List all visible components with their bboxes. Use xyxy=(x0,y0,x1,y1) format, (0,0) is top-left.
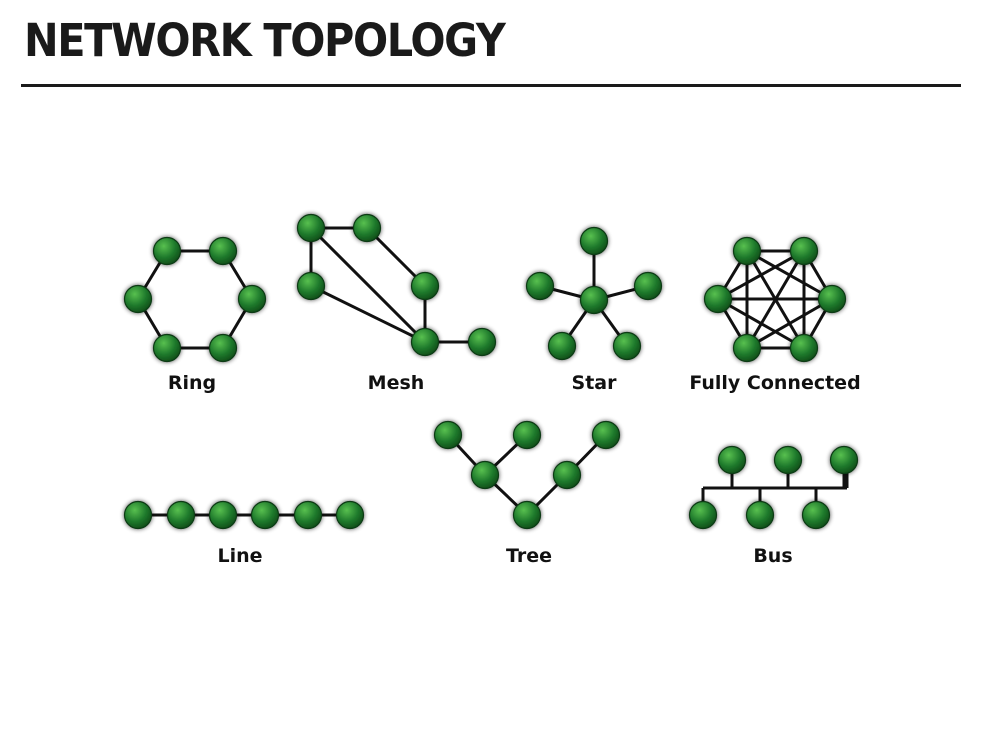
network-node-icon xyxy=(293,500,323,530)
topology-label-tree: Tree xyxy=(506,545,552,567)
topology-bus: Bus xyxy=(688,445,859,567)
topology-ring: Ring xyxy=(123,236,267,394)
network-node-icon xyxy=(591,420,621,450)
network-node-icon xyxy=(547,331,577,361)
network-node-icon xyxy=(410,271,440,301)
network-node-icon xyxy=(732,236,762,266)
network-node-icon xyxy=(745,500,775,530)
network-node-icon xyxy=(717,445,747,475)
topology-tree: Tree xyxy=(433,420,621,567)
network-node-icon xyxy=(732,333,762,363)
network-node-icon xyxy=(579,226,609,256)
topology-label-ring: Ring xyxy=(168,372,216,394)
network-node-icon xyxy=(470,460,500,490)
network-node-icon xyxy=(410,327,440,357)
fully-connected-nodes xyxy=(703,236,847,363)
topology-label-star: Star xyxy=(572,372,618,394)
mesh-link xyxy=(309,226,427,344)
fully-connected-link xyxy=(717,297,805,350)
network-node-icon xyxy=(152,333,182,363)
network-node-icon xyxy=(703,284,733,314)
topology-mesh: Mesh xyxy=(296,213,497,394)
network-node-icon xyxy=(250,500,280,530)
topology-fully-connected: Fully Connected xyxy=(689,236,861,394)
network-node-icon xyxy=(789,236,819,266)
bus-nodes xyxy=(688,445,859,530)
network-node-icon xyxy=(166,500,196,530)
network-node-icon xyxy=(208,333,238,363)
network-node-icon xyxy=(579,285,609,315)
mesh-nodes xyxy=(296,213,497,357)
network-node-icon xyxy=(433,420,463,450)
network-node-icon xyxy=(525,271,555,301)
network-node-icon xyxy=(633,271,663,301)
network-node-icon xyxy=(801,500,831,530)
topology-label-bus: Bus xyxy=(753,545,792,567)
mesh-link xyxy=(310,284,426,344)
network-node-icon xyxy=(612,331,642,361)
network-node-icon xyxy=(512,420,542,450)
topology-label-line: Line xyxy=(217,545,262,567)
line-nodes xyxy=(123,500,365,530)
network-node-icon xyxy=(208,500,238,530)
page-title: NETWORK TOPOLOGY xyxy=(24,14,506,67)
network-node-icon xyxy=(352,213,382,243)
network-node-icon xyxy=(552,460,582,490)
ring-nodes xyxy=(123,236,267,363)
network-node-icon xyxy=(829,445,859,475)
title-divider xyxy=(21,84,961,87)
network-node-icon xyxy=(335,500,365,530)
mesh-links xyxy=(309,226,482,344)
network-node-icon xyxy=(467,327,497,357)
ring-links xyxy=(136,249,254,350)
tree-nodes xyxy=(433,420,621,530)
network-node-icon xyxy=(123,500,153,530)
network-node-icon xyxy=(789,333,819,363)
network-node-icon xyxy=(296,213,326,243)
fully-connected-links xyxy=(716,249,834,350)
fully-connected-link xyxy=(746,297,833,350)
topology-label-fully-connected: Fully Connected xyxy=(689,372,860,394)
network-node-icon xyxy=(512,500,542,530)
topology-label-mesh: Mesh xyxy=(368,372,425,394)
network-node-icon xyxy=(152,236,182,266)
network-node-icon xyxy=(123,284,153,314)
fully-connected-link xyxy=(717,249,805,301)
topology-star: Star xyxy=(525,226,663,394)
network-node-icon xyxy=(688,500,718,530)
network-node-icon xyxy=(817,284,847,314)
topology-line: Line xyxy=(123,500,365,567)
network-node-icon xyxy=(237,284,267,314)
network-node-icon xyxy=(296,271,326,301)
star-nodes xyxy=(525,226,663,361)
network-node-icon xyxy=(773,445,803,475)
network-node-icon xyxy=(208,236,238,266)
